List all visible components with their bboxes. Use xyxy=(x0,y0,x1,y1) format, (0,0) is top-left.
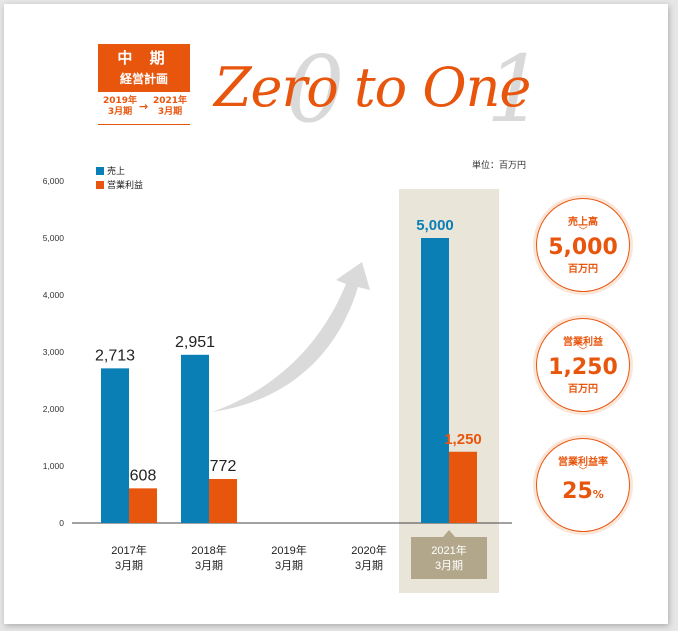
data-label: 2,951 xyxy=(175,334,215,351)
x-tick-label: 2021年 xyxy=(431,543,466,557)
x-tick-label: 3月期 xyxy=(195,559,223,572)
x-tick-label: 2020年 xyxy=(351,543,386,557)
y-tick-label: 4,000 xyxy=(43,290,65,300)
chevron-down-icon: ﹀ xyxy=(578,467,588,477)
x-tick-label: 3月期 xyxy=(115,559,143,572)
unit-label: 単位：百万円 xyxy=(472,161,527,171)
badge-to-year: 2021年 xyxy=(152,96,188,106)
kpi-sales: 売上高 ﹀ 5,000 百万円 xyxy=(536,198,630,292)
kpi-margin-label: 営業利益率 xyxy=(558,457,608,468)
legend-label-profit: 営業利益 xyxy=(107,181,144,191)
kpi-operating-profit: 営業利益 ﹀ 1,250 百万円 xyxy=(536,318,630,412)
kpi-sales-value: 5,000 xyxy=(548,235,618,260)
x-tick-label: 2019年 xyxy=(271,543,306,557)
kpi-profit-label: 営業利益 xyxy=(563,337,603,348)
kpi-margin-value: 25% xyxy=(537,480,629,507)
x-tick-label: 2017年 xyxy=(111,543,146,557)
badge-from-term: 3月期 xyxy=(107,107,133,117)
badge-period: 2019年 3月期 → 2021年 3月期 xyxy=(98,94,190,125)
kpi-margin-unit: % xyxy=(592,488,604,501)
data-label: 772 xyxy=(210,458,237,475)
growth-arrow-icon xyxy=(212,262,370,412)
y-tick-label: 6,000 xyxy=(43,176,65,186)
data-label: 2,713 xyxy=(95,347,135,364)
bar-sales xyxy=(101,368,129,523)
badge-from-year: 2019年 xyxy=(102,96,138,106)
legend-swatch-sales xyxy=(96,167,104,175)
chevron-down-icon: ﹀ xyxy=(578,227,588,237)
kpi-profit-value: 1,250 xyxy=(548,355,618,380)
legend-swatch-profit xyxy=(96,181,104,189)
badge-from: 2019年 3月期 xyxy=(102,96,138,118)
y-tick-label: 1,000 xyxy=(43,461,65,471)
mid-term-plan-badge: 中 期 経営計画 xyxy=(98,44,190,92)
kpi-margin-number: 25 xyxy=(562,479,593,504)
legend-label-sales: 売上 xyxy=(107,167,126,177)
kpi-operating-margin: 営業利益率 ﹀ 25% xyxy=(536,438,630,532)
ghost-digit-one: 1 xyxy=(486,36,545,143)
arrow-right-icon: → xyxy=(139,100,149,113)
bar-operating-profit xyxy=(209,478,237,523)
bar-sales xyxy=(421,238,449,523)
x-tick-label: 2018年 xyxy=(191,543,226,557)
kpi-sales-label: 売上高 xyxy=(568,217,598,228)
highlight-label-box xyxy=(411,537,487,579)
y-tick-label: 0 xyxy=(59,518,64,528)
pointer-triangle-icon xyxy=(443,530,455,537)
data-label: 5,000 xyxy=(416,217,454,234)
page-title: Zero to One xyxy=(214,56,531,119)
data-label: 1,250 xyxy=(444,431,482,448)
chevron-down-icon: ﹀ xyxy=(578,347,588,357)
bar-sales xyxy=(181,354,209,523)
legend-item-sales: 売上 xyxy=(96,164,125,177)
data-label: 608 xyxy=(130,467,157,484)
badge-to-term: 3月期 xyxy=(157,107,183,117)
bar-operating-profit xyxy=(449,451,477,523)
x-tick-label: 3月期 xyxy=(435,559,463,572)
y-tick-label: 3,000 xyxy=(43,347,65,357)
bar-operating-profit xyxy=(129,488,157,523)
kpi-sales-unit: 百万円 xyxy=(568,264,598,275)
y-tick-label: 5,000 xyxy=(43,233,65,243)
kpi-profit-unit: 百万円 xyxy=(568,384,598,395)
x-tick-label: 3月期 xyxy=(355,559,383,572)
badge-to: 2021年 3月期 xyxy=(152,96,188,118)
badge-line1: 中 期 xyxy=(117,49,171,67)
y-tick-label: 2,000 xyxy=(43,404,65,414)
ghost-digit-zero: 0 xyxy=(286,36,345,143)
legend-item-profit: 営業利益 xyxy=(96,178,143,191)
x-tick-label: 3月期 xyxy=(275,559,303,572)
badge-line2: 経営計画 xyxy=(119,72,168,86)
